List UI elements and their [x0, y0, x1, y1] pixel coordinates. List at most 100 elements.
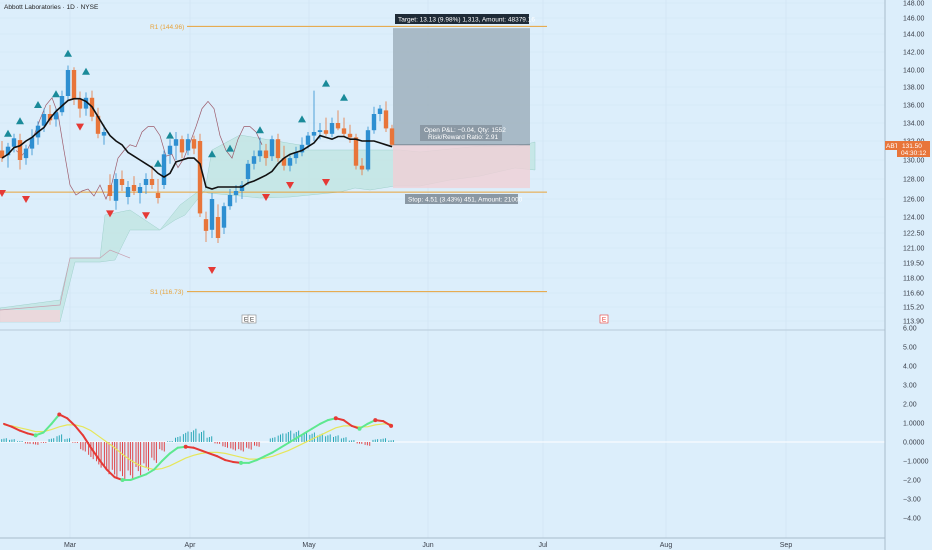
price-tick-label: 113.90: [903, 319, 924, 326]
open-pnl-label: Open P&L: −0.04, Qty: 1552: [424, 127, 506, 134]
candle: [221, 202, 227, 234]
macd-line-segment: [200, 449, 211, 455]
candle: [65, 65, 71, 101]
candle-body: [299, 144, 305, 153]
position-stop-zone[interactable]: [393, 144, 530, 189]
macd-line-segment: [89, 446, 100, 461]
candle: [29, 129, 35, 156]
macd-line-segment: [50, 413, 61, 425]
candle-body: [305, 135, 311, 145]
macd-cross-dot: [333, 416, 338, 421]
candle-body: [107, 185, 113, 196]
candle-body: [287, 158, 293, 166]
open-pnl-box[interactable]: Open P&L: −0.04, Qty: 1552 Risk/Reward R…: [420, 125, 506, 141]
macd-cross-dot: [183, 444, 188, 449]
earnings-marker-3[interactable]: E: [599, 314, 609, 324]
down-triangle: [322, 179, 330, 186]
candle-body: [101, 132, 107, 136]
candle-body: [161, 154, 167, 185]
pivot-levels: R1 (144.96) S1 (116.73): [0, 24, 547, 296]
down-triangle: [286, 182, 294, 189]
up-triangle: [208, 150, 216, 158]
candle: [293, 146, 299, 164]
time-tick-label: Aug: [660, 542, 673, 549]
candle: [371, 106, 377, 134]
macd-cross-dot: [357, 426, 362, 431]
candle: [389, 124, 395, 147]
candle-body: [365, 130, 371, 170]
candle-body: [329, 123, 335, 134]
candle: [107, 174, 113, 201]
macd-line-segment: [311, 422, 321, 430]
candle-body: [65, 70, 71, 96]
candle: [173, 132, 179, 160]
price-tick-label: 121.00: [903, 246, 925, 253]
candle-body: [29, 137, 35, 149]
down-triangle: [106, 210, 114, 218]
candle: [179, 135, 185, 159]
svg-text:E: E: [244, 317, 249, 324]
candle: [17, 133, 23, 170]
down-triangle: [262, 194, 270, 201]
down-triangle: [22, 196, 30, 203]
candle-body: [251, 156, 257, 164]
price-tick-label: 118.00: [903, 276, 924, 283]
candle: [227, 189, 233, 210]
candle: [23, 144, 29, 165]
candle: [197, 133, 203, 217]
candle: [383, 101, 389, 132]
candle: [263, 143, 269, 166]
price-axis-panel[interactable]: [885, 0, 932, 550]
stop-label-box[interactable]: Stop: 4.51 (3.43%) 451, Amount: 21000: [405, 194, 523, 204]
position-tool[interactable]: [393, 28, 530, 189]
candle-body: [41, 114, 47, 126]
macd-tick-label: −2.00: [903, 478, 921, 485]
macd-tick-label: 4.00: [903, 364, 917, 371]
macd-line-segment: [3, 422, 13, 428]
candle-body: [215, 217, 221, 238]
last-price-badge[interactable]: ABT 131.50 04:30:12: [885, 141, 930, 157]
price-tick-label: 124.00: [903, 215, 925, 222]
candle: [269, 135, 275, 161]
macd-line-segment: [168, 446, 179, 455]
candle: [5, 142, 11, 168]
price-tick-label: 146.00: [903, 16, 925, 23]
candle-body: [0, 150, 5, 159]
candle-body: [341, 128, 347, 134]
candles[interactable]: [0, 65, 395, 244]
candle-body: [269, 139, 275, 157]
macd-tick-label: 2.00: [903, 402, 917, 409]
time-tick-label: Mar: [64, 542, 77, 549]
cloud-lower-line: [0, 249, 131, 311]
candle: [311, 90, 317, 141]
candle-body: [83, 97, 89, 109]
target-label-box[interactable]: Target: 13.13 (9.98%) 1,313, Amount: 483…: [395, 14, 535, 24]
price-tick-label: 130.00: [903, 158, 925, 165]
candle-body: [323, 130, 329, 134]
candle: [323, 117, 329, 136]
macd-cross-dot: [389, 423, 394, 428]
macd-tick-label: 5.00: [903, 345, 917, 352]
candle: [341, 117, 347, 138]
candle: [251, 150, 257, 170]
candle-body: [59, 96, 65, 113]
candle-body: [143, 179, 149, 185]
earnings-marker-2[interactable]: E: [247, 314, 257, 324]
price-tick-label: 140.00: [903, 68, 925, 75]
svg-text:E: E: [602, 317, 607, 324]
candle-body: [311, 132, 317, 136]
candle: [335, 110, 341, 131]
svg-text:E: E: [250, 317, 255, 324]
macd-line-segment: [129, 476, 140, 481]
macd-cross-dot: [57, 412, 62, 417]
macd-line-segment: [271, 446, 282, 454]
candle-body: [245, 163, 251, 179]
candle-body: [257, 150, 263, 157]
candle: [101, 124, 107, 145]
price-tick-label: 119.50: [903, 261, 924, 268]
up-triangle: [154, 159, 162, 167]
time-tick-label: Sep: [780, 542, 793, 549]
candle-body: [173, 139, 179, 146]
